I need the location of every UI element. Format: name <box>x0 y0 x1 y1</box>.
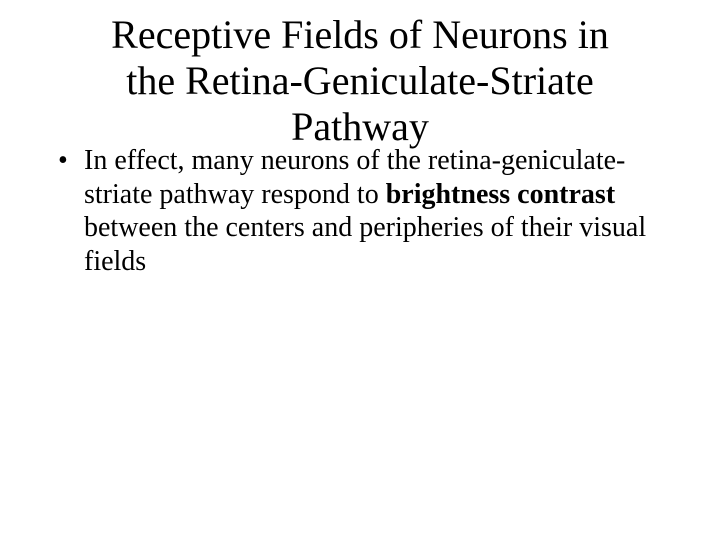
bullet-list: In effect, many neurons of the retina-ge… <box>54 144 660 278</box>
slide-title: Receptive Fields of Neurons in the Retin… <box>50 0 670 150</box>
bullet-text-bold: brightness contrast <box>386 179 615 210</box>
slide: Receptive Fields of Neurons in the Retin… <box>0 0 720 540</box>
slide-body: In effect, many neurons of the retina-ge… <box>54 144 660 278</box>
list-item: In effect, many neurons of the retina-ge… <box>54 144 660 278</box>
bullet-text-post: between the centers and peripheries of t… <box>84 212 646 277</box>
title-line-1: Receptive Fields of Neurons in <box>111 12 609 57</box>
title-line-3: Pathway <box>291 104 429 149</box>
title-line-2: the Retina-Geniculate-Striate <box>126 58 594 103</box>
